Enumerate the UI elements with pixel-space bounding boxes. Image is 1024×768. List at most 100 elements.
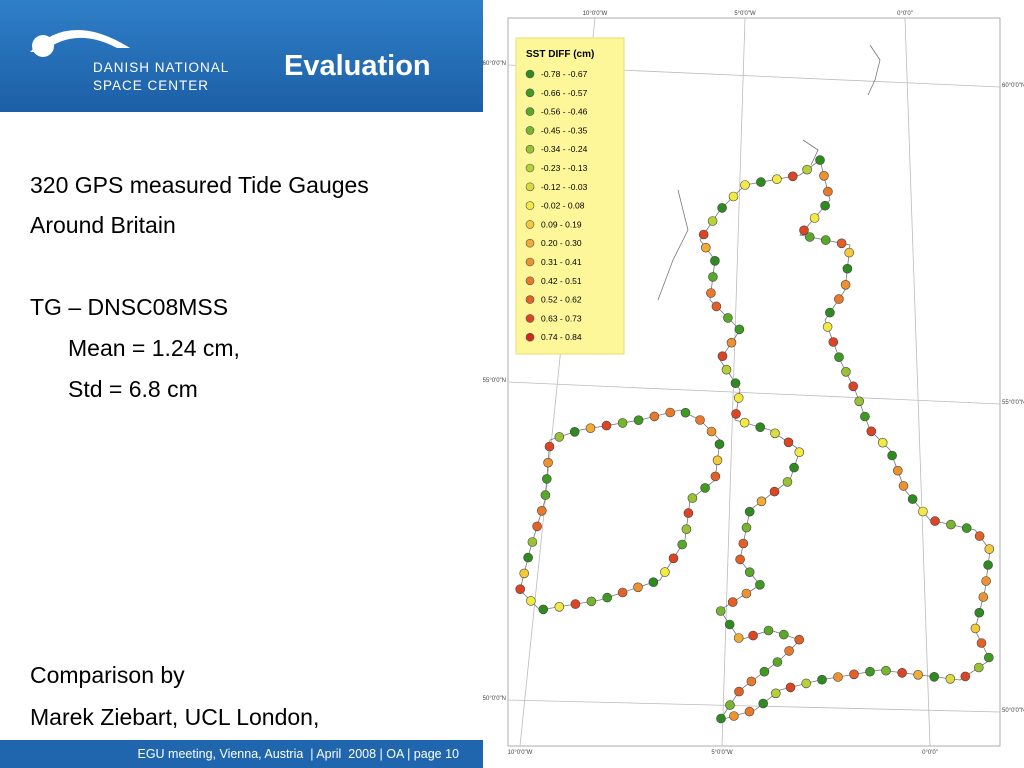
legend-title: SST DIFF (cm) bbox=[526, 49, 594, 60]
gauge-dot bbox=[976, 638, 987, 648]
legend-label: 0.31 - 0.41 bbox=[541, 257, 582, 267]
gauge-dot bbox=[649, 411, 660, 422]
gauge-dot bbox=[698, 229, 709, 240]
gauge-dot bbox=[585, 423, 596, 434]
gauge-dot bbox=[983, 560, 993, 570]
logo-text: SPACE CENTER bbox=[93, 78, 210, 93]
gauge-dot bbox=[741, 522, 752, 533]
gauge-dot bbox=[887, 450, 897, 461]
gauge-dot bbox=[828, 337, 839, 347]
gauge-dot bbox=[822, 322, 833, 332]
body-text: Marek Ziebart, UCL London, bbox=[30, 704, 320, 730]
gauge-dot bbox=[538, 604, 549, 615]
legend-swatch bbox=[525, 220, 535, 229]
legend-box bbox=[515, 37, 625, 355]
gauge-dot bbox=[569, 426, 580, 437]
gauge-dot bbox=[834, 352, 844, 363]
gauge-dot bbox=[519, 568, 530, 579]
lon-label: 0°0'0" bbox=[897, 11, 913, 17]
gauge-dot bbox=[759, 666, 770, 677]
gauge-dot bbox=[726, 337, 737, 348]
body-text: Comparison by bbox=[30, 662, 185, 688]
gauge-dot bbox=[602, 592, 612, 603]
gauge-dot bbox=[866, 426, 877, 437]
map-ticks: 10°0'0"W 10°0'0"W 5°0'0"W 5°0'0"W 0°0'0" 0°0'… bbox=[483, 11, 1024, 756]
gauge-dot bbox=[727, 597, 738, 607]
gauge-dot bbox=[804, 232, 815, 242]
gauge-dot bbox=[794, 447, 805, 458]
gauge-dot bbox=[799, 225, 809, 236]
gauge-dot bbox=[782, 477, 793, 487]
gauge-dot bbox=[733, 393, 744, 403]
gauge-dot bbox=[787, 171, 798, 182]
gauge-dot bbox=[946, 519, 956, 530]
gauge-dot bbox=[854, 396, 865, 407]
gauge-dot bbox=[770, 428, 780, 439]
gauge-dot bbox=[961, 523, 972, 533]
gauge-dot bbox=[877, 437, 888, 448]
legend-swatch bbox=[525, 88, 535, 98]
footer: EGU meeting, Vienna, Austria | April 200… bbox=[0, 740, 483, 768]
gauge-dot bbox=[783, 437, 794, 448]
gauge-dot bbox=[929, 671, 940, 682]
gauge-dot bbox=[860, 411, 870, 422]
gauge-dot bbox=[586, 596, 597, 607]
gauge-dot bbox=[983, 652, 994, 663]
gauge-dot bbox=[734, 686, 744, 697]
gauge-dot bbox=[633, 415, 644, 426]
gauge-dot bbox=[710, 471, 721, 482]
gauge-dot bbox=[756, 496, 767, 507]
gauge-dot bbox=[848, 381, 859, 392]
gauge-dot bbox=[708, 272, 718, 282]
gauge-dot bbox=[711, 301, 722, 312]
gauge-dot bbox=[823, 186, 833, 197]
gauge-dot bbox=[617, 587, 628, 598]
body-text: TG – DNSC08MSS bbox=[30, 294, 229, 320]
gauge-dot bbox=[785, 682, 796, 693]
gauge-dot bbox=[772, 657, 783, 667]
gauge-dot bbox=[756, 177, 766, 187]
legend-label: 0.52 - 0.62 bbox=[541, 295, 582, 305]
legend-label: 0.20 - 0.30 bbox=[541, 238, 582, 248]
gauge-dot bbox=[833, 672, 843, 682]
gauge-dot bbox=[907, 494, 918, 504]
legend-swatch bbox=[525, 163, 535, 173]
gauge-dot bbox=[770, 688, 781, 699]
gauge-dot bbox=[892, 465, 903, 476]
gauge-dot bbox=[540, 490, 551, 500]
gauge-dot bbox=[633, 582, 643, 593]
gauge-dot bbox=[731, 409, 741, 419]
body-text: 320 GPS measured Tide Gauges bbox=[30, 172, 369, 198]
gauge-dot bbox=[918, 506, 928, 517]
gauge-dot bbox=[834, 294, 844, 304]
legend-label: -0.78 - -0.67 bbox=[541, 69, 588, 79]
gauge-dot bbox=[769, 486, 780, 497]
gauge-dot bbox=[784, 646, 794, 656]
gauge-dot bbox=[897, 667, 907, 678]
gauge-dot bbox=[984, 544, 995, 554]
legend-swatch bbox=[525, 69, 535, 79]
gauge-dot bbox=[717, 351, 728, 362]
gauge-dot bbox=[706, 288, 716, 298]
legend-swatch bbox=[525, 107, 535, 116]
gauge-dot bbox=[802, 164, 812, 175]
gauge-dot bbox=[665, 407, 675, 418]
logo-text: DANISH NATIONAL bbox=[93, 60, 230, 75]
gauge-dot bbox=[755, 422, 766, 433]
gauge-dot bbox=[601, 420, 612, 431]
legend-label: -0.66 - -0.57 bbox=[541, 88, 588, 98]
gauge-dot bbox=[725, 700, 735, 710]
gauge-dot bbox=[755, 579, 765, 590]
map: 10°0'0"W 10°0'0"W 5°0'0"W 5°0'0"W 0°0'0" 0°0'… bbox=[483, 11, 1024, 756]
gauge-dot bbox=[544, 441, 555, 452]
gauge-dot bbox=[712, 455, 723, 466]
legend-swatch bbox=[525, 201, 535, 210]
gauge-dot bbox=[738, 538, 749, 549]
gauge-dot bbox=[945, 673, 956, 684]
gauge-dot bbox=[849, 669, 859, 680]
lat-label: 60°0'0"N bbox=[483, 61, 506, 67]
lon-label: 5°0'0"W bbox=[711, 750, 733, 756]
legend-label: -0.56 - -0.46 bbox=[541, 107, 588, 117]
gauge-dot bbox=[820, 200, 830, 211]
